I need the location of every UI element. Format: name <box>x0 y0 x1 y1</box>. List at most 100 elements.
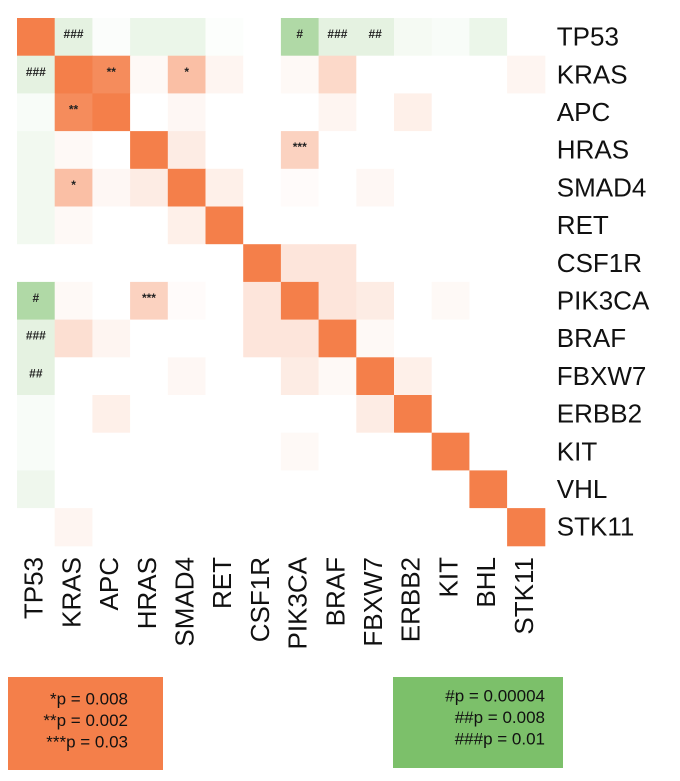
heatmap-cell <box>17 131 56 170</box>
row-label: APC <box>557 97 610 127</box>
heatmap-cell <box>431 93 470 132</box>
heatmap-cell <box>205 319 244 358</box>
heatmap-cell <box>318 432 357 471</box>
heatmap-cell <box>507 319 546 358</box>
heatmap-cell <box>130 281 169 321</box>
heatmap-cell <box>205 18 244 57</box>
heatmap-cell <box>167 168 206 207</box>
heatmap-cell <box>92 395 131 434</box>
row-label: SMAD4 <box>557 172 647 202</box>
heatmap-cell <box>469 432 508 471</box>
heatmap-cell <box>167 93 206 132</box>
heatmap-cell <box>130 432 169 471</box>
row-label: KRAS <box>557 59 628 89</box>
heatmap-cell <box>318 357 357 396</box>
heatmap-cell <box>394 206 433 245</box>
heatmap-cell <box>469 18 508 57</box>
legend-entry: #p = 0.00004 <box>445 686 545 705</box>
heatmap-cell <box>205 55 244 94</box>
heatmap-cell <box>243 395 282 434</box>
heatmap-cell <box>167 319 206 358</box>
heatmap-cell <box>507 470 546 509</box>
heatmap-cell <box>394 168 433 207</box>
heatmap-cell <box>54 93 93 132</box>
heatmap-cell <box>469 357 508 396</box>
heatmap-cell <box>92 432 131 471</box>
column-label: HRAS <box>132 557 162 629</box>
heatmap-cell <box>280 357 320 396</box>
cell-label: *** <box>142 291 156 305</box>
heatmap-cell <box>431 55 470 94</box>
heatmap-cell <box>130 93 169 132</box>
column-label: STK11 <box>509 557 539 635</box>
heatmap-cell <box>54 281 93 321</box>
heatmap-cell <box>469 395 508 434</box>
heatmap-cell <box>54 357 93 396</box>
heatmap-cell <box>318 18 357 57</box>
heatmap-cell <box>280 18 320 57</box>
heatmap-cell <box>394 432 433 471</box>
heatmap-cell <box>318 55 357 94</box>
heatmap-cell <box>431 206 470 245</box>
heatmap-cell <box>507 244 546 283</box>
heatmap-cell <box>17 357 56 396</box>
heatmap-cell <box>280 168 320 207</box>
heatmap-cell <box>394 55 433 94</box>
heatmap-cell <box>280 508 320 547</box>
heatmap-cell <box>92 55 131 94</box>
heatmap-cell <box>17 206 56 245</box>
heatmap-cell <box>431 319 470 358</box>
heatmap-cell <box>356 168 395 207</box>
heatmap-cell <box>356 244 395 283</box>
heatmap-cell <box>17 168 56 207</box>
heatmap-cell <box>92 131 131 170</box>
legend-box <box>393 677 563 768</box>
column-label: APC <box>94 557 124 610</box>
heatmap-cell <box>243 357 282 396</box>
row-label: ERBB2 <box>557 399 642 429</box>
cell-label: ## <box>368 27 382 41</box>
heatmap-cell <box>167 206 206 245</box>
heatmap-cell <box>280 432 320 471</box>
heatmap-cell <box>431 508 470 547</box>
heatmap-cell <box>431 131 470 170</box>
heatmap-cell <box>469 281 508 321</box>
heatmap-cell <box>205 470 244 509</box>
heatmap-cell <box>469 55 508 94</box>
heatmap-cell <box>17 432 56 471</box>
heatmap-cell <box>507 357 546 396</box>
heatmap-cell <box>356 508 395 547</box>
heatmap-cell <box>280 131 320 170</box>
heatmap-cell <box>356 357 395 396</box>
heatmap-cell <box>431 281 470 321</box>
column-label: KRAS <box>56 557 86 628</box>
heatmap-cell <box>243 55 282 94</box>
heatmap-cell <box>356 93 395 132</box>
heatmap-cell <box>130 244 169 283</box>
heatmap-cell <box>17 319 56 358</box>
row-label: RET <box>557 210 609 240</box>
column-label: FBXW7 <box>358 557 388 647</box>
heatmap-cell <box>205 395 244 434</box>
heatmap-cell <box>394 93 433 132</box>
heatmap-cell <box>507 55 546 94</box>
heatmap-cell <box>356 206 395 245</box>
heatmap-cell <box>431 18 470 57</box>
heatmap-cell <box>167 395 206 434</box>
row-label: PIK3CA <box>557 286 650 316</box>
column-label: PIK3CA <box>283 556 313 649</box>
heatmap-cell <box>243 131 282 170</box>
heatmap-cell <box>167 18 206 57</box>
heatmap-cell <box>469 168 508 207</box>
heatmap-cell <box>130 55 169 94</box>
heatmap-cell <box>394 319 433 358</box>
heatmap-cell <box>394 281 433 321</box>
cell-label: ### <box>26 329 46 343</box>
heatmap-cell <box>130 131 169 170</box>
cell-label: ** <box>69 103 79 117</box>
heatmap-cell <box>356 131 395 170</box>
heatmap-cell <box>507 281 546 321</box>
heatmap-cell <box>507 131 546 170</box>
heatmap-cell <box>469 508 508 547</box>
cell-label: *** <box>293 140 307 154</box>
